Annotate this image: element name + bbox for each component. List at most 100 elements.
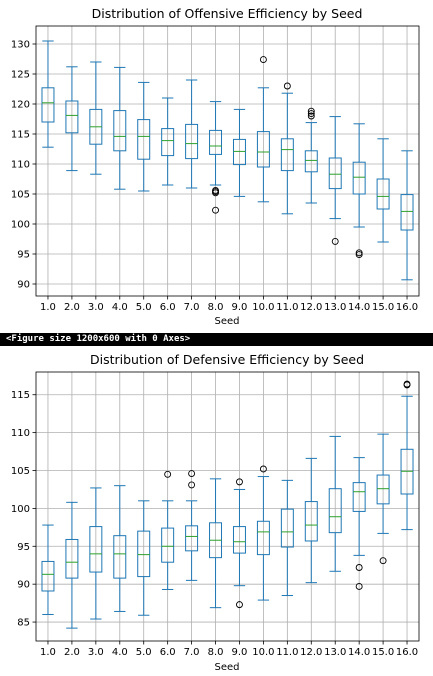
box-1.0 [41,40,55,148]
x-tick-label: 5.0 [136,302,152,313]
defensive-efficiency-chart: Distribution of Defensive Efficiency by … [11,352,420,673]
iqr-box [65,100,79,134]
iqr-box [89,526,103,573]
y-tick-label: 90 [17,280,30,291]
x-tick-label: 9.0 [232,647,248,658]
iqr-box [137,119,151,160]
y-tick-label: 105 [11,190,30,201]
outlier-point [259,56,267,64]
iqr-box [161,527,175,563]
box-5.0 [137,81,151,192]
defensive-x-axis-label: Seed [215,662,240,673]
outlier-point [164,470,172,478]
box-8.0 [209,101,223,214]
iqr-box [352,161,366,195]
box-12.0 [304,107,318,204]
iqr-box [328,488,342,534]
outlier-point [331,237,339,245]
iqr-box [137,530,151,578]
y-tick-label: 95 [17,542,30,553]
y-tick-label: 115 [11,390,30,401]
box-13.0 [328,435,342,572]
plot-frame [35,25,420,297]
iqr-box [232,526,246,554]
x-tick-label: 12.0 [300,302,322,313]
iqr-box [328,157,342,190]
box-11.0 [280,82,294,215]
x-tick-label: 3.0 [88,302,104,313]
iqr-box [185,525,199,552]
y-tick-label: 110 [11,428,30,439]
iqr-box [41,87,55,123]
box-1.0 [41,524,55,615]
offensive-x-axis-label: Seed [215,316,240,327]
plot-frame [35,371,420,642]
box-16.0 [400,150,414,281]
box-16.0 [400,380,414,531]
outlier-point [236,601,243,609]
box-14.0 [352,457,366,590]
iqr-box [376,178,390,210]
x-tick-label: 8.0 [208,647,224,658]
y-tick-label: 130 [11,40,30,51]
y-tick-label: 95 [17,250,30,261]
outlier-point [403,380,411,388]
box-3.0 [89,61,103,175]
box-7.0 [185,79,199,189]
y-tick-label: 110 [11,160,30,171]
x-tick-label: 10.0 [252,302,274,313]
iqr-box [209,129,223,155]
outlier-point [307,110,315,118]
box-6.0 [161,470,175,590]
x-tick-label: 5.0 [136,647,152,658]
y-tick-label: 85 [17,618,30,629]
box-3.0 [89,487,103,620]
iqr-box [280,138,294,172]
iqr-box [400,194,414,231]
x-tick-label: 8.0 [208,302,224,313]
iqr-box [185,123,199,160]
x-tick-label: 1.0 [40,647,56,658]
iqr-box [41,560,55,592]
box-13.0 [328,116,342,245]
x-tick-label: 7.0 [184,302,200,313]
iqr-box [376,474,390,505]
x-tick-label: 2.0 [64,647,80,658]
iqr-box [256,131,270,168]
box-7.0 [185,470,199,581]
outlier-point [188,470,196,477]
box-2.0 [65,501,79,629]
box-9.0 [232,108,246,197]
box-4.0 [113,66,127,190]
defensive-chart-title: Distribution of Defensive Efficiency by … [90,352,364,367]
box-4.0 [113,485,127,612]
x-tick-label: 10.0 [252,647,274,658]
iqr-box [232,138,246,166]
y-tick-label: 100 [11,504,30,515]
iqr-box [113,535,127,579]
x-tick-label: 11.0 [276,647,298,658]
outlier-point [355,582,363,590]
box-15.0 [376,433,390,565]
figure-output-text: <Figure size 1200x600 with 0 Axes> [6,334,191,344]
x-tick-label: 6.0 [160,647,176,658]
x-tick-label: 3.0 [88,647,104,658]
outlier-point [236,478,243,486]
x-tick-label: 14.0 [348,647,370,658]
box-6.0 [161,97,175,186]
iqr-box [304,501,318,542]
iqr-box [280,508,294,548]
box-8.0 [209,478,223,609]
outlier-point [283,82,291,90]
box-10.0 [256,465,270,601]
x-tick-label: 11.0 [276,302,298,313]
offensive-efficiency-chart: Distribution of Offensive Efficiency by … [11,6,420,327]
box-10.0 [256,56,270,203]
x-tick-label: 12.0 [300,647,322,658]
outlier-point [188,481,196,489]
outlier-point [212,186,219,194]
x-tick-label: 13.0 [324,302,346,313]
x-tick-label: 15.0 [372,647,394,658]
box-9.0 [232,478,246,609]
outlier-point [307,107,315,115]
